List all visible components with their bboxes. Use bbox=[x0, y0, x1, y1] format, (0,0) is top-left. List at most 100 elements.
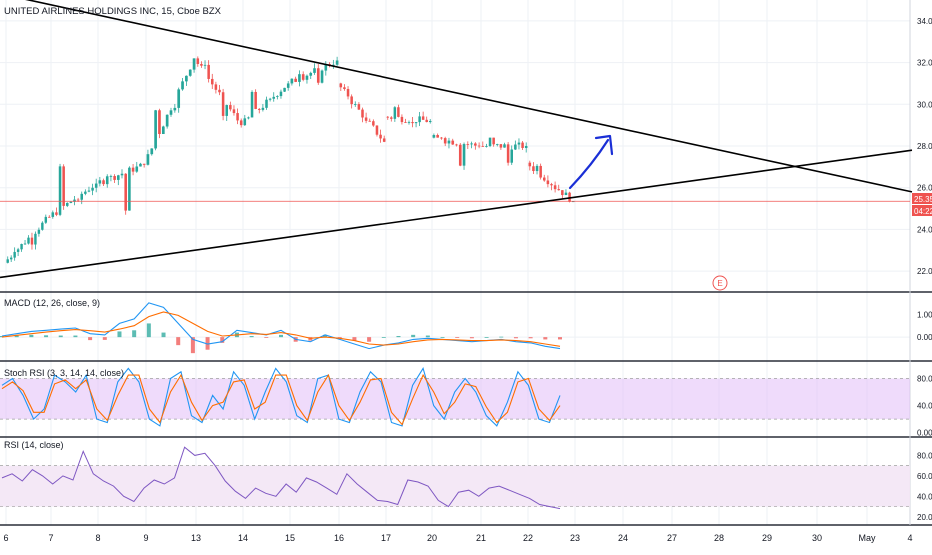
candle-body bbox=[332, 64, 335, 66]
candle-body bbox=[550, 184, 553, 186]
earnings-marker[interactable]: E bbox=[712, 275, 728, 291]
rsi-line bbox=[1, 446, 561, 510]
price-axis[interactable]: 34.00 32.00 30.00 28.00 26.00 24.00 22.00 1.00 0… bbox=[917, 17, 932, 522]
candle-body bbox=[250, 91, 254, 118]
candle-body bbox=[418, 116, 421, 123]
rsi-label: RSI (14, close) bbox=[4, 440, 64, 450]
time-axis-tick-label: 21 bbox=[476, 533, 486, 543]
macd-histogram-bar bbox=[146, 323, 151, 338]
price-axis-tick-label: 34.00 bbox=[917, 17, 932, 26]
candle-body bbox=[76, 199, 80, 201]
arrow-annotation[interactable] bbox=[568, 134, 614, 190]
candle-body bbox=[62, 166, 65, 206]
candle-body bbox=[247, 117, 250, 119]
candle-body bbox=[279, 91, 283, 97]
macd-histogram-bar bbox=[58, 335, 63, 338]
indicator-axis-tick-label: 0.00 bbox=[917, 333, 932, 342]
macd-histogram-bar bbox=[88, 337, 93, 341]
candle-body bbox=[400, 116, 404, 123]
candle-body bbox=[357, 104, 361, 110]
time-axis-tick-label: 9 bbox=[143, 533, 148, 543]
candle-body bbox=[294, 78, 297, 82]
trendlines[interactable] bbox=[0, 0, 913, 279]
candle-body bbox=[120, 173, 124, 176]
candle-body bbox=[232, 109, 236, 114]
candle-body bbox=[16, 249, 20, 252]
candle-body bbox=[211, 78, 214, 85]
candle-body bbox=[185, 75, 188, 82]
candle-body bbox=[290, 78, 294, 84]
candle-body bbox=[51, 212, 55, 217]
candle-body bbox=[105, 176, 109, 185]
candle-body bbox=[382, 138, 386, 142]
candle-body bbox=[200, 63, 203, 66]
candle-body bbox=[142, 163, 146, 165]
candle-body bbox=[268, 98, 272, 100]
candle-body bbox=[27, 237, 30, 244]
candle-body bbox=[286, 83, 290, 88]
candle-body bbox=[55, 212, 58, 215]
indicator-bands bbox=[0, 378, 910, 507]
macd-label: MACD (12, 26, close, 9) bbox=[4, 298, 100, 308]
indicator-axis-tick-label: 40.00 bbox=[917, 402, 932, 411]
candle-body bbox=[69, 201, 73, 203]
candle-body bbox=[44, 216, 48, 223]
price-axis-tick-label: 24.00 bbox=[917, 225, 932, 234]
candle-body bbox=[30, 237, 34, 245]
macd-histogram-bar bbox=[381, 337, 386, 338]
macd-histogram-bar bbox=[411, 334, 416, 338]
time-axis[interactable]: 6 7 8 9 13 14 15 16 17 20 21 22 23 24 27 28 29 30 May 4 bbox=[3, 533, 912, 543]
stoch-d-line bbox=[1, 373, 561, 426]
macd-histogram-bar bbox=[558, 337, 562, 340]
indicator-axis-tick-label: 20.00 bbox=[917, 513, 932, 522]
candle-body bbox=[173, 107, 177, 111]
candle-body bbox=[510, 149, 513, 163]
candle-body bbox=[66, 202, 69, 206]
candle-body bbox=[301, 74, 305, 80]
time-axis-tick-label: May bbox=[858, 533, 876, 543]
chart-title: UNITED AIRLINES HOLDINGS INC, 15, Cboe B… bbox=[4, 6, 222, 17]
candle-body bbox=[177, 89, 181, 108]
candle-body bbox=[506, 144, 510, 163]
candle-body bbox=[169, 110, 173, 115]
candle-body bbox=[496, 144, 499, 145]
macd-histogram-bar bbox=[425, 335, 430, 338]
candle-body bbox=[421, 116, 425, 120]
candle-body bbox=[346, 89, 350, 97]
candle-body bbox=[113, 176, 116, 180]
candle-body bbox=[161, 126, 165, 135]
macd-histogram-bar bbox=[161, 332, 166, 338]
time-axis-tick-label: 8 bbox=[95, 533, 100, 543]
macd-histogram-bar bbox=[14, 335, 19, 338]
candle-body bbox=[492, 137, 495, 145]
macd-histogram-bar bbox=[484, 337, 489, 338]
macd-histogram-bar bbox=[102, 337, 107, 340]
indicator-axis-tick-label: 1.00 bbox=[917, 310, 932, 319]
candle-body bbox=[243, 118, 247, 126]
earnings-marker-circle bbox=[712, 275, 728, 291]
candle-body bbox=[188, 69, 192, 76]
candle-body bbox=[470, 143, 473, 145]
candle-body bbox=[335, 60, 339, 65]
macd-histogram-bar bbox=[455, 337, 460, 338]
candle-body bbox=[481, 146, 485, 147]
candle-body bbox=[488, 137, 492, 147]
candle-body bbox=[128, 167, 131, 211]
candle-body bbox=[443, 138, 447, 144]
candle-body bbox=[316, 68, 320, 83]
candle-body bbox=[379, 134, 382, 139]
candle-body bbox=[214, 84, 218, 90]
candle-body bbox=[466, 144, 470, 145]
candle-body bbox=[485, 146, 488, 147]
candle-body bbox=[158, 110, 161, 135]
candle-body bbox=[361, 109, 364, 118]
candle-body bbox=[150, 148, 154, 155]
time-axis-tick-label: 28 bbox=[714, 533, 724, 543]
time-axis-tick-label: 27 bbox=[667, 533, 677, 543]
candle-body bbox=[350, 96, 353, 105]
price-axis-tick-label: 26.00 bbox=[917, 184, 932, 193]
arrow-head bbox=[594, 134, 614, 156]
candle-body bbox=[455, 144, 458, 146]
